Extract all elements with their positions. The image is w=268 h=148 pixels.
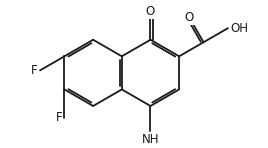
Text: O: O (185, 11, 194, 24)
Text: NH: NH (142, 133, 159, 146)
Text: F: F (31, 64, 38, 77)
Text: F: F (55, 111, 62, 124)
Text: O: O (146, 5, 155, 18)
Text: OH: OH (230, 22, 248, 35)
